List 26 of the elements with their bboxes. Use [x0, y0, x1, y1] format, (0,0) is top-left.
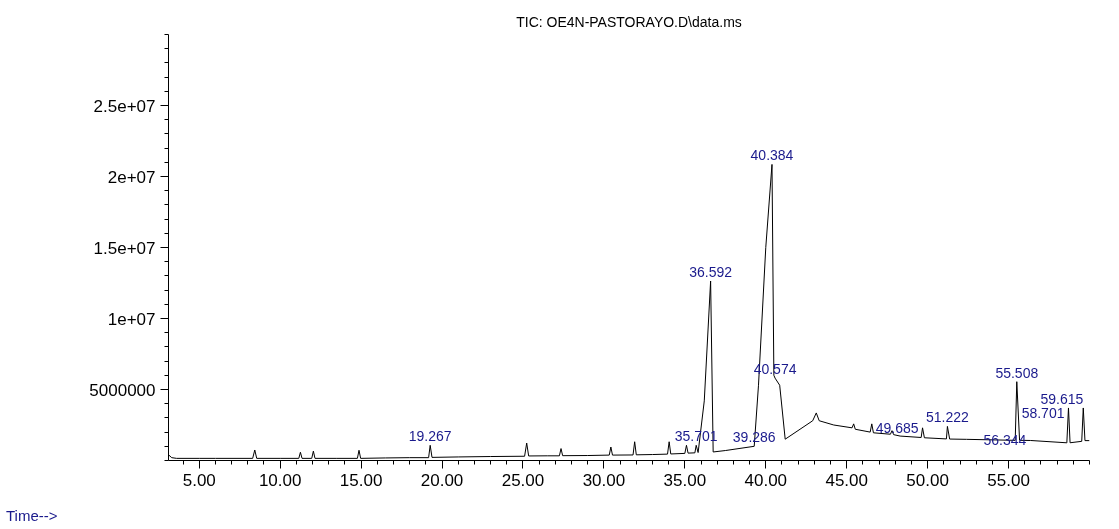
x-tick-label: 20.00 [420, 470, 464, 490]
x-axis-title: Time--> [6, 506, 58, 526]
x-tick-label: 15.00 [339, 470, 383, 490]
annotation: 40.384 [750, 147, 794, 164]
annotation: 58.701 [1021, 404, 1065, 421]
x-tick-label: 55.00 [987, 470, 1030, 490]
annotation: 19.267 [408, 428, 452, 445]
chart-title: TIC: OE4N-PASTORAYO.D\data.ms [516, 13, 742, 30]
x-tick-label: 10.00 [258, 470, 302, 490]
y-tick-label: 2.5e+07 [93, 96, 156, 116]
x-tick-label: 35.00 [663, 470, 707, 490]
y-tick-label: 5000000 [89, 380, 156, 400]
annotation: 49.685 [875, 419, 919, 436]
x-tick-label: 30.00 [582, 470, 626, 490]
x-tick-label: 50.00 [906, 470, 949, 490]
annotation: 55.508 [995, 364, 1039, 381]
x-tick-label: 25.00 [501, 470, 545, 490]
x-tick-label: 45.00 [825, 470, 868, 490]
x-tick-label: 40.00 [744, 470, 788, 490]
x-tick-label: 5.00 [182, 470, 216, 490]
annotation: 51.222 [926, 409, 970, 426]
y-tick-label: 1e+07 [107, 309, 156, 329]
y-tick-label: 2e+07 [107, 167, 156, 187]
annotation: 36.592 [689, 264, 733, 281]
y-tick-label: 1.5e+07 [93, 238, 156, 258]
annotation: 59.615 [1040, 390, 1084, 407]
